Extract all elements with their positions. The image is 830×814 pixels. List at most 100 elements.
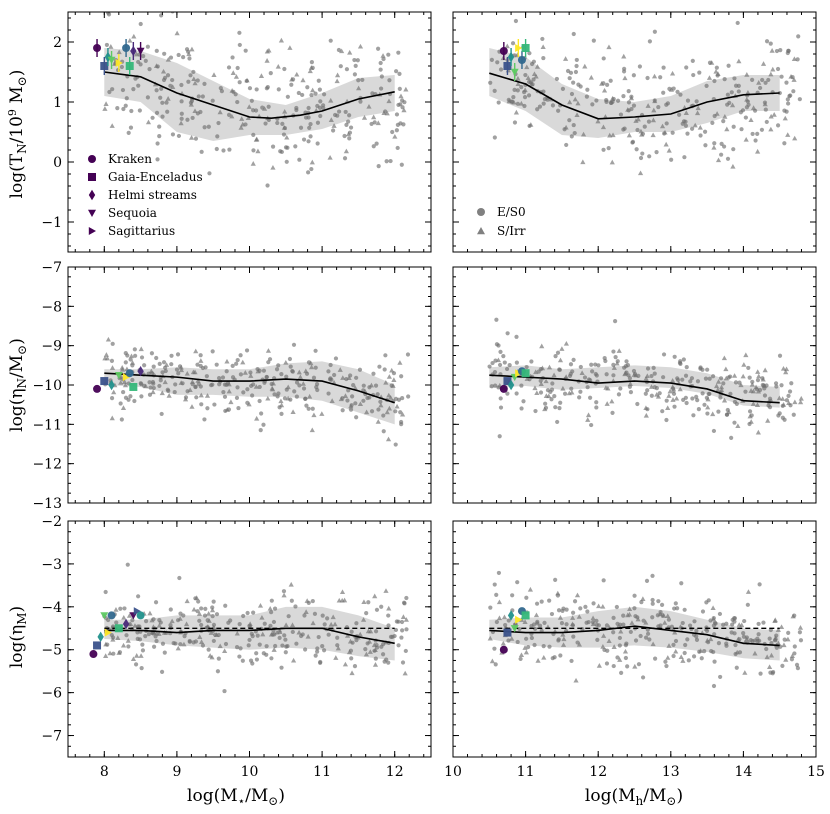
elliptical-point bbox=[688, 379, 693, 384]
elliptical-point bbox=[247, 637, 252, 643]
spiral-point bbox=[282, 108, 288, 114]
elliptical-point bbox=[669, 157, 674, 162]
elliptical-point bbox=[179, 99, 184, 104]
elliptical-point bbox=[594, 618, 599, 623]
x-tick-label: 8 bbox=[100, 764, 109, 780]
elliptical-point bbox=[138, 21, 143, 27]
elliptical-point bbox=[573, 69, 579, 75]
elliptical-point bbox=[556, 638, 561, 643]
spiral-point bbox=[197, 634, 203, 639]
elliptical-point bbox=[235, 99, 240, 105]
elliptical-point bbox=[732, 616, 738, 621]
elliptical-point bbox=[645, 631, 651, 636]
elliptical-point bbox=[555, 593, 561, 598]
spiral-point bbox=[328, 97, 334, 103]
elliptical-point bbox=[382, 367, 387, 372]
elliptical-point bbox=[637, 64, 643, 69]
elliptical-point bbox=[719, 141, 724, 146]
elliptical-point bbox=[353, 401, 358, 406]
elliptical-point bbox=[596, 363, 601, 368]
elliptical-point bbox=[713, 621, 718, 626]
elliptical-point bbox=[290, 629, 295, 635]
spiral-point bbox=[606, 638, 612, 644]
elliptical-point bbox=[594, 405, 599, 410]
elliptical-point bbox=[275, 394, 280, 399]
spiral-point bbox=[640, 596, 646, 601]
spiral-point bbox=[603, 385, 609, 390]
elliptical-point bbox=[342, 156, 348, 161]
elliptical-point bbox=[700, 609, 706, 614]
elliptical-point bbox=[214, 146, 219, 152]
spiral-point bbox=[789, 653, 795, 659]
spiral-point bbox=[289, 622, 296, 628]
elliptical-point bbox=[671, 391, 677, 396]
elliptical-point bbox=[519, 406, 524, 411]
elliptical-point bbox=[567, 76, 572, 81]
elliptical-point bbox=[210, 382, 215, 387]
elliptical-point bbox=[779, 383, 784, 388]
elliptical-point bbox=[732, 619, 737, 624]
elliptical-point bbox=[221, 389, 226, 395]
elliptical-point bbox=[154, 355, 159, 361]
spiral-point bbox=[260, 631, 266, 637]
elliptical-point bbox=[159, 669, 165, 674]
elliptical-point bbox=[656, 104, 661, 110]
elliptical-point bbox=[138, 62, 143, 67]
elliptical-point bbox=[312, 611, 318, 616]
elliptical-point bbox=[702, 129, 708, 134]
elliptical-point bbox=[489, 384, 494, 389]
elliptical-point bbox=[272, 606, 278, 611]
elliptical-point bbox=[549, 387, 555, 392]
satellite-point bbox=[133, 607, 141, 616]
elliptical-point bbox=[238, 372, 243, 377]
spiral-point bbox=[228, 399, 234, 405]
elliptical-point bbox=[211, 622, 217, 628]
elliptical-point bbox=[660, 409, 665, 414]
elliptical-point bbox=[677, 112, 682, 117]
elliptical-point bbox=[357, 367, 363, 372]
elliptical-point bbox=[160, 641, 166, 646]
elliptical-point bbox=[526, 644, 531, 650]
elliptical-point bbox=[680, 620, 685, 626]
spiral-point bbox=[743, 136, 749, 142]
spiral-point bbox=[399, 411, 406, 417]
elliptical-point bbox=[115, 68, 121, 73]
spiral-point bbox=[781, 642, 787, 648]
elliptical-point bbox=[269, 381, 274, 387]
elliptical-point bbox=[515, 101, 520, 106]
panel-plot-area-0 bbox=[93, 12, 409, 188]
spiral-point bbox=[670, 384, 676, 390]
spiral-point bbox=[535, 658, 541, 663]
elliptical-point bbox=[185, 117, 190, 122]
elliptical-point bbox=[114, 620, 119, 625]
elliptical-point bbox=[694, 394, 699, 399]
elliptical-point bbox=[616, 392, 622, 397]
spiral-point bbox=[533, 73, 539, 79]
legend-marker-3 bbox=[88, 209, 96, 217]
elliptical-point bbox=[704, 600, 709, 605]
spiral-point bbox=[766, 664, 773, 670]
elliptical-point bbox=[226, 65, 232, 70]
elliptical-point bbox=[404, 627, 409, 632]
elliptical-point bbox=[492, 135, 497, 140]
spiral-point bbox=[617, 657, 623, 662]
elliptical-point bbox=[348, 373, 353, 378]
elliptical-point bbox=[162, 650, 167, 655]
elliptical-point bbox=[346, 388, 351, 393]
elliptical-point bbox=[761, 620, 766, 625]
elliptical-point bbox=[206, 124, 211, 129]
elliptical-point bbox=[604, 661, 610, 666]
elliptical-point bbox=[154, 110, 160, 115]
spiral-point bbox=[363, 651, 370, 657]
elliptical-point bbox=[697, 70, 702, 75]
legend-morphology: E/S0S/Irr bbox=[477, 205, 526, 238]
spiral-point bbox=[489, 658, 495, 664]
elliptical-point bbox=[281, 589, 287, 594]
spiral-point bbox=[663, 141, 669, 147]
elliptical-point bbox=[712, 659, 717, 664]
elliptical-point bbox=[106, 617, 111, 623]
elliptical-point bbox=[165, 109, 170, 114]
satellite-point bbox=[122, 44, 131, 52]
spiral-point bbox=[283, 622, 289, 628]
elliptical-point bbox=[243, 48, 248, 53]
